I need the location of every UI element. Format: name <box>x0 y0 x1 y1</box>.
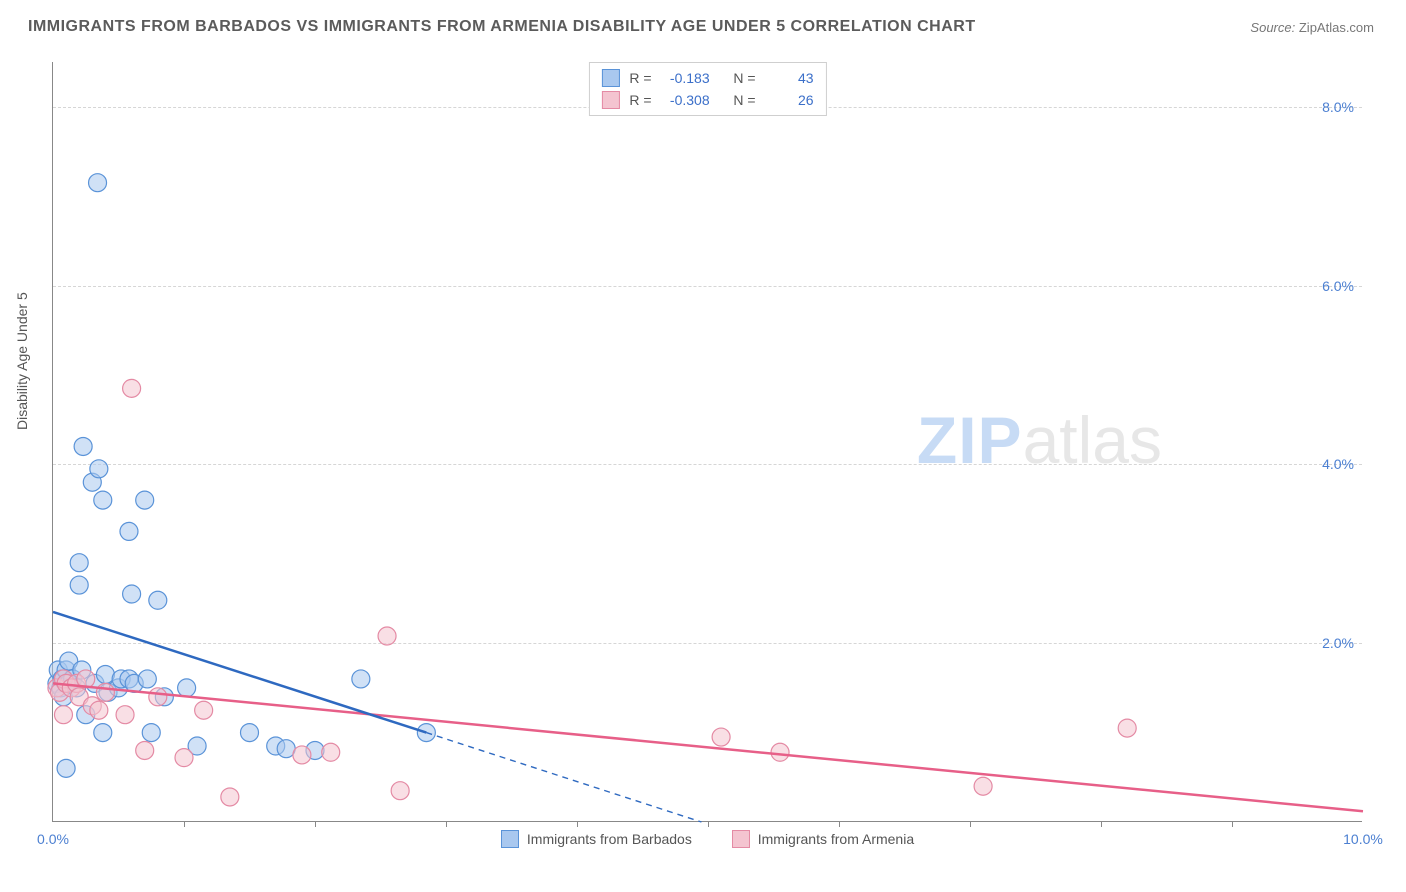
data-point <box>712 728 730 746</box>
x-minor-tick <box>1101 821 1102 827</box>
data-point <box>70 554 88 572</box>
data-point <box>116 706 134 724</box>
x-minor-tick <box>708 821 709 827</box>
data-point <box>195 701 213 719</box>
swatch-series-0 <box>601 69 619 87</box>
swatch-series-1 <box>601 91 619 109</box>
stats-row-series-1: R = -0.308 N = 26 <box>601 89 813 111</box>
source-attribution: Source: ZipAtlas.com <box>1250 20 1374 35</box>
data-point <box>94 724 112 742</box>
data-point <box>149 688 167 706</box>
data-point <box>120 522 138 540</box>
x-minor-tick <box>1232 821 1233 827</box>
data-point <box>123 379 141 397</box>
x-minor-tick <box>970 821 971 827</box>
data-point <box>771 743 789 761</box>
x-minor-tick <box>839 821 840 827</box>
data-point <box>175 749 193 767</box>
data-point <box>322 743 340 761</box>
stats-box: R = -0.183 N = 43 R = -0.308 N = 26 <box>588 62 826 116</box>
plot-area: ZIPatlas 2.0%4.0%6.0%8.0%0.0%10.0% R = -… <box>52 62 1362 822</box>
stats-n-value-0: 43 <box>764 70 814 86</box>
stats-r-value-1: -0.308 <box>660 92 710 108</box>
stats-r-label: R = <box>629 92 651 108</box>
data-point <box>90 460 108 478</box>
legend-swatch-0 <box>501 830 519 848</box>
data-point <box>136 741 154 759</box>
data-point <box>70 576 88 594</box>
y-axis-title: Disability Age Under 5 <box>14 292 30 430</box>
stats-row-series-0: R = -0.183 N = 43 <box>601 67 813 89</box>
data-point <box>391 782 409 800</box>
chart-title: IMMIGRANTS FROM BARBADOS VS IMMIGRANTS F… <box>28 18 976 36</box>
data-point <box>89 174 107 192</box>
data-point <box>123 585 141 603</box>
legend-swatch-1 <box>732 830 750 848</box>
data-point <box>94 491 112 509</box>
data-point <box>293 746 311 764</box>
data-point <box>136 491 154 509</box>
data-point <box>241 724 259 742</box>
data-point <box>974 777 992 795</box>
data-point <box>138 670 156 688</box>
stats-r-label: R = <box>629 70 651 86</box>
data-point <box>178 679 196 697</box>
x-minor-tick <box>315 821 316 827</box>
x-minor-tick <box>577 821 578 827</box>
scatter-svg <box>53 62 1362 821</box>
data-point <box>352 670 370 688</box>
data-point <box>90 701 108 719</box>
x-minor-tick <box>446 821 447 827</box>
stats-n-label: N = <box>733 92 755 108</box>
legend-item-0: Immigrants from Barbados <box>501 830 692 848</box>
legend-label-0: Immigrants from Barbados <box>527 831 692 847</box>
data-point <box>149 591 167 609</box>
legend-label-1: Immigrants from Armenia <box>758 831 914 847</box>
legend-item-1: Immigrants from Armenia <box>732 830 914 848</box>
stats-r-value-0: -0.183 <box>660 70 710 86</box>
data-point <box>221 788 239 806</box>
data-point <box>96 683 114 701</box>
stats-n-label: N = <box>733 70 755 86</box>
source-value: ZipAtlas.com <box>1299 20 1374 35</box>
bottom-legend: Immigrants from Barbados Immigrants from… <box>53 830 1362 851</box>
x-minor-tick <box>184 821 185 827</box>
source-label: Source: <box>1250 20 1295 35</box>
data-point <box>54 706 72 724</box>
data-point <box>1118 719 1136 737</box>
trend-line-dashed <box>426 733 701 822</box>
stats-n-value-1: 26 <box>764 92 814 108</box>
data-point <box>142 724 160 742</box>
trend-line <box>53 683 1363 811</box>
data-point <box>74 437 92 455</box>
data-point <box>378 627 396 645</box>
data-point <box>57 759 75 777</box>
